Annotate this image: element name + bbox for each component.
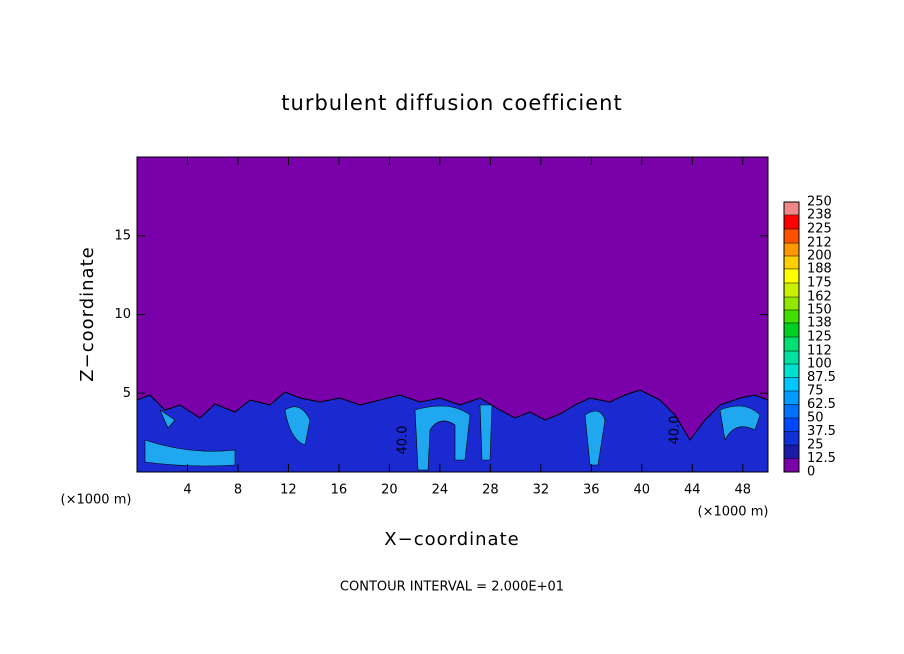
x-tick-label: 28 [482, 483, 499, 498]
y-tick-label: 10 [114, 307, 131, 322]
contour-label: 40.0 [396, 426, 411, 455]
colorbar-label: 138 [807, 315, 832, 330]
colorbar-band [784, 268, 799, 283]
colorbar-label: 25 [807, 438, 824, 453]
colorbar-band [784, 418, 799, 432]
colorbar-band [784, 229, 799, 244]
colorbar-label: 250 [807, 195, 832, 210]
x-tick-label: 4 [183, 483, 191, 498]
colorbar-label: 212 [807, 236, 832, 251]
colorbar-band [784, 310, 799, 323]
colorbar-band [784, 404, 799, 418]
colorbar-label: 175 [807, 276, 832, 291]
colorbar-label: 150 [807, 303, 832, 318]
colorbar-label: 37.5 [807, 424, 836, 439]
contour-label: 40.0 [668, 416, 683, 445]
footer-note: CONTOUR INTERVAL = 2.000E+01 [340, 580, 564, 595]
colorbar-band [784, 256, 799, 269]
colorbar-label: 87.5 [807, 370, 836, 385]
x-tick-label: 40 [634, 483, 651, 498]
x-unit-label: (×1000 m) [61, 493, 132, 508]
y-tick-label: 15 [114, 228, 131, 243]
colorbar-label: 125 [807, 330, 832, 345]
chart-title: turbulent diffusion coefficient [281, 91, 622, 115]
colorbar-label: 0 [807, 465, 815, 480]
colorbar-label: 225 [807, 222, 832, 237]
x-unit-label: (×1000 m) [698, 505, 769, 520]
x-axis-label: X−coordinate [384, 529, 519, 550]
colorbar-label: 200 [807, 249, 832, 264]
colorbar-band [784, 458, 799, 472]
x-tick-label: 48 [734, 483, 751, 498]
colorbar-label: 50 [807, 411, 824, 426]
colorbar-band [784, 243, 799, 256]
colorbar-band [784, 364, 799, 378]
x-tick-label: 20 [381, 483, 398, 498]
colorbar-label: 162 [807, 290, 832, 305]
colorbar-label: 100 [807, 357, 832, 372]
colorbar-band [784, 351, 799, 364]
colorbar-label: 12.5 [807, 451, 836, 466]
y-axis-label: Z−coordinate [77, 246, 98, 381]
colorbar-band [784, 391, 799, 405]
x-tick-label: 16 [331, 483, 348, 498]
colorbar-band [784, 445, 799, 459]
colorbar-band [784, 214, 799, 229]
colorbar-band [784, 283, 799, 298]
colorbar-band [784, 202, 799, 215]
x-tick-label: 24 [432, 483, 449, 498]
x-tick-label: 8 [234, 483, 242, 498]
colorbar-band [784, 297, 799, 310]
x-tick-label: 36 [583, 483, 600, 498]
colorbar-label: 75 [807, 384, 824, 399]
colorbar-band [784, 377, 799, 391]
colorbar-label: 188 [807, 261, 832, 276]
colorbar-band [784, 431, 799, 445]
y-tick-label: 5 [123, 386, 131, 401]
colorbar-label: 112 [807, 344, 832, 359]
field-highlights [144, 404, 761, 471]
colorbar-label: 238 [807, 207, 832, 222]
colorbar-band [784, 337, 799, 352]
x-tick-label: 44 [684, 483, 701, 498]
x-tick-label: 12 [280, 483, 297, 498]
x-tick-label: 32 [533, 483, 550, 498]
colorbar-band [784, 322, 799, 337]
colorbar-label: 62.5 [807, 397, 836, 412]
